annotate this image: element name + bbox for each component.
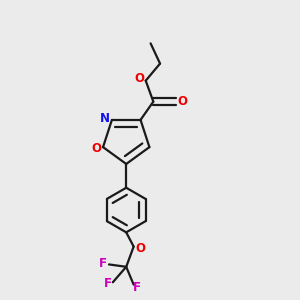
Text: O: O bbox=[92, 142, 101, 155]
Text: N: N bbox=[100, 112, 110, 124]
Text: F: F bbox=[133, 281, 141, 294]
Text: O: O bbox=[134, 72, 144, 85]
Text: F: F bbox=[103, 277, 112, 290]
Text: O: O bbox=[135, 242, 145, 255]
Text: O: O bbox=[177, 94, 187, 107]
Text: F: F bbox=[99, 257, 107, 270]
